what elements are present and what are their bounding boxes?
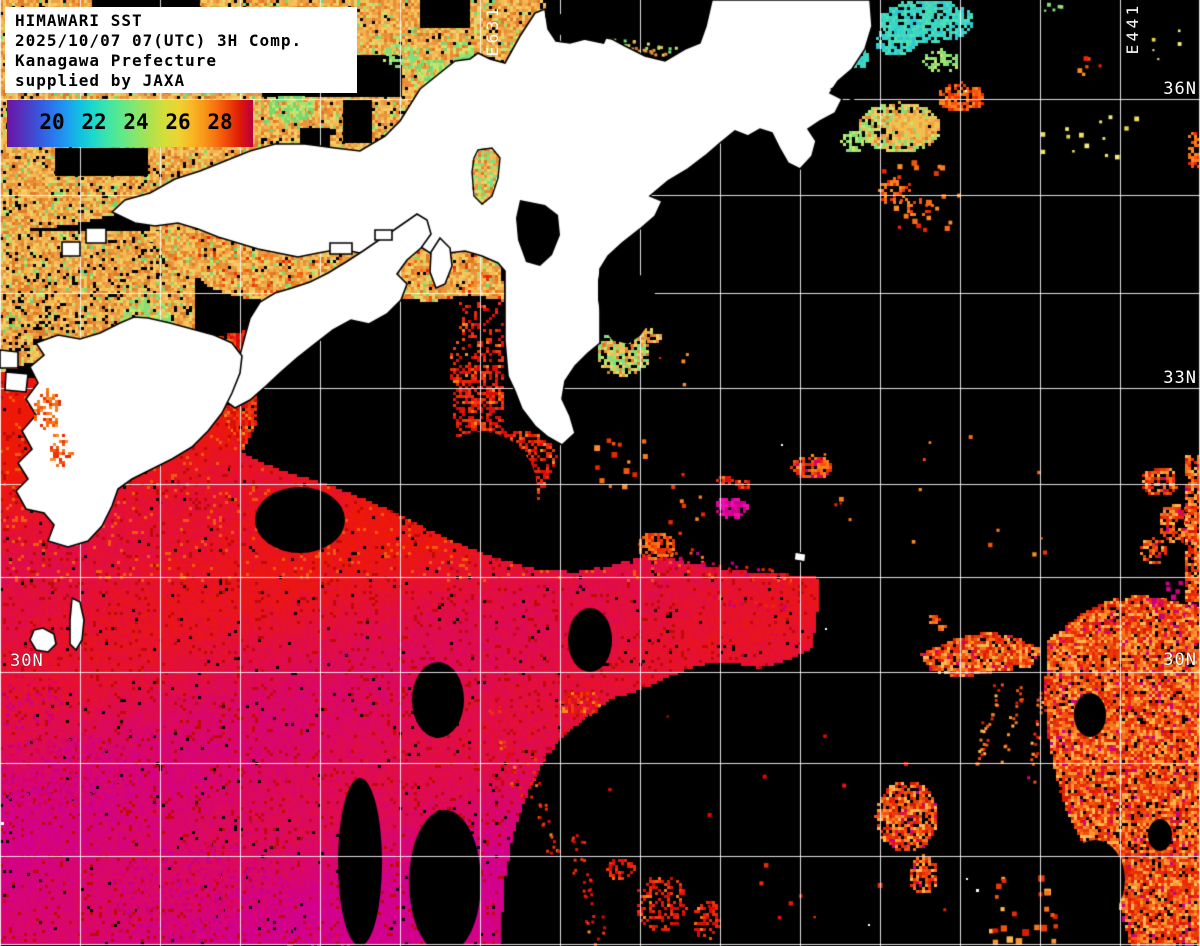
title-line-prefecture: Kanagawa Prefecture xyxy=(15,51,218,70)
lat-label-30n: 30N xyxy=(1163,650,1197,670)
colorbar-tick-20: 20 xyxy=(39,110,65,134)
colorbar-tick-24: 24 xyxy=(123,110,149,134)
temperature-colorbar: 20 22 24 26 28 xyxy=(7,100,253,147)
title-box: HIMAWARI SST 2025/10/07 07(UTC) 3H Comp.… xyxy=(5,7,357,93)
lat-label-30n: 30N xyxy=(10,651,44,671)
lat-label-33n: 33N xyxy=(1163,368,1197,388)
lat-label-36n: 36N xyxy=(1163,79,1197,99)
colorbar-tick-28: 28 xyxy=(207,110,233,134)
colorbar-tick-26: 26 xyxy=(165,110,191,134)
title-line-supplier: supplied by JAXA xyxy=(15,71,186,90)
title-line-product: HIMAWARI SST xyxy=(15,11,143,30)
title-line-datetime: 2025/10/07 07(UTC) 3H Comp. xyxy=(15,31,303,50)
colorbar-tick-22: 22 xyxy=(81,110,107,134)
